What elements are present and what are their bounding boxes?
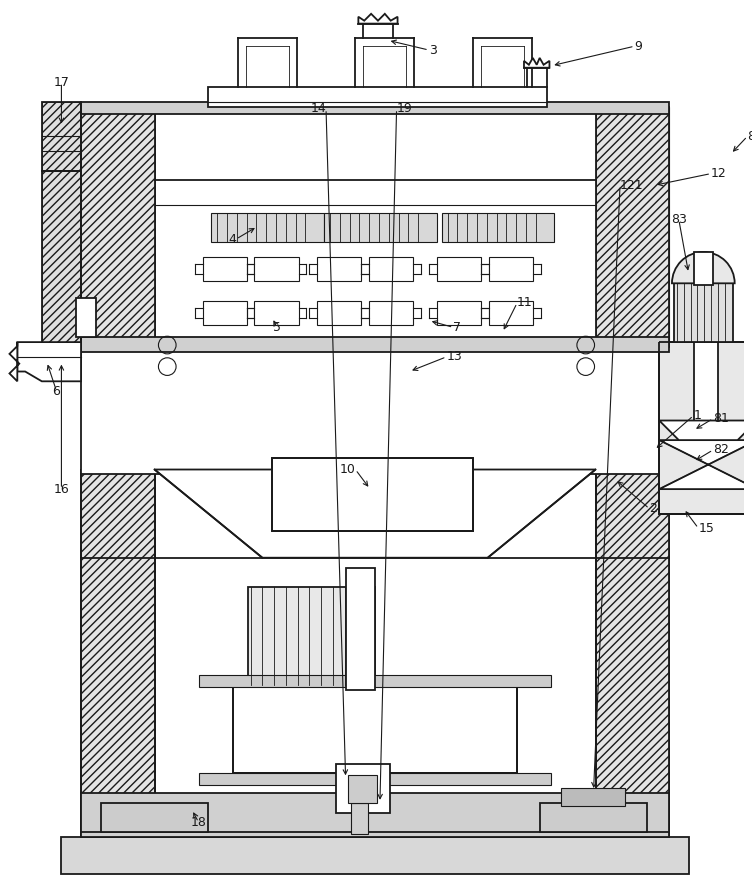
Text: 83: 83: [671, 213, 687, 226]
Bar: [347, 775, 377, 803]
Text: 19: 19: [396, 102, 412, 115]
Polygon shape: [660, 342, 752, 513]
Text: 81: 81: [713, 412, 729, 425]
Polygon shape: [596, 470, 669, 837]
Bar: [369, 301, 414, 325]
Bar: [561, 788, 625, 805]
Text: 1: 1: [693, 409, 702, 422]
Bar: [369, 257, 414, 282]
Bar: [324, 213, 437, 242]
Bar: [489, 301, 533, 325]
Bar: [674, 283, 732, 342]
Polygon shape: [660, 440, 752, 489]
Bar: [596, 107, 669, 347]
Bar: [76, 298, 96, 337]
Bar: [247, 587, 375, 685]
Text: 17: 17: [53, 76, 69, 89]
Bar: [42, 102, 81, 170]
Polygon shape: [154, 470, 596, 558]
Bar: [199, 773, 551, 785]
Bar: [350, 803, 368, 834]
Text: 14: 14: [311, 102, 326, 115]
Polygon shape: [272, 458, 473, 531]
Bar: [317, 257, 361, 282]
Polygon shape: [359, 13, 398, 23]
Polygon shape: [81, 107, 154, 347]
Text: 13: 13: [447, 350, 462, 364]
Bar: [660, 342, 752, 513]
Text: 3: 3: [429, 44, 437, 56]
Polygon shape: [42, 170, 81, 362]
Text: 7: 7: [453, 321, 462, 334]
Text: 2: 2: [650, 503, 657, 515]
Bar: [81, 107, 154, 347]
Polygon shape: [660, 421, 752, 440]
Polygon shape: [233, 685, 517, 773]
Text: 16: 16: [53, 483, 69, 495]
Text: 18: 18: [191, 816, 207, 829]
Text: 15: 15: [699, 522, 714, 535]
Bar: [441, 213, 554, 242]
Polygon shape: [524, 58, 550, 68]
Bar: [42, 170, 81, 362]
Bar: [272, 458, 473, 531]
Bar: [596, 470, 669, 837]
Wedge shape: [672, 252, 735, 283]
Bar: [660, 342, 752, 513]
Bar: [101, 803, 208, 832]
Bar: [81, 102, 669, 114]
Text: 121: 121: [620, 179, 644, 192]
Polygon shape: [17, 342, 81, 381]
Bar: [233, 685, 517, 773]
Bar: [81, 470, 154, 837]
Bar: [208, 87, 547, 107]
Bar: [81, 793, 669, 837]
Bar: [437, 257, 481, 282]
Bar: [199, 675, 551, 687]
Text: 10: 10: [340, 463, 356, 476]
Text: 8: 8: [747, 130, 752, 143]
Polygon shape: [10, 342, 20, 381]
Bar: [693, 342, 718, 421]
Text: 4: 4: [228, 233, 236, 246]
Text: 82: 82: [713, 444, 729, 456]
Bar: [346, 568, 375, 690]
Bar: [489, 257, 533, 282]
Bar: [202, 301, 247, 325]
Bar: [211, 213, 324, 242]
Bar: [317, 301, 361, 325]
Bar: [437, 301, 481, 325]
Bar: [693, 252, 713, 285]
Bar: [336, 764, 390, 813]
Text: 12: 12: [711, 167, 727, 180]
Text: 5: 5: [273, 321, 281, 334]
Bar: [81, 342, 669, 474]
Polygon shape: [42, 102, 81, 170]
Bar: [81, 470, 669, 837]
Polygon shape: [81, 470, 154, 837]
Bar: [81, 107, 669, 347]
Text: 6: 6: [53, 385, 60, 397]
Text: 9: 9: [635, 40, 643, 53]
Bar: [81, 337, 669, 352]
Polygon shape: [596, 107, 669, 347]
Bar: [254, 257, 299, 282]
Text: 11: 11: [517, 297, 533, 309]
Bar: [540, 803, 647, 832]
Bar: [202, 257, 247, 282]
Bar: [62, 837, 689, 874]
Bar: [233, 685, 517, 773]
Bar: [254, 301, 299, 325]
Bar: [272, 458, 473, 531]
